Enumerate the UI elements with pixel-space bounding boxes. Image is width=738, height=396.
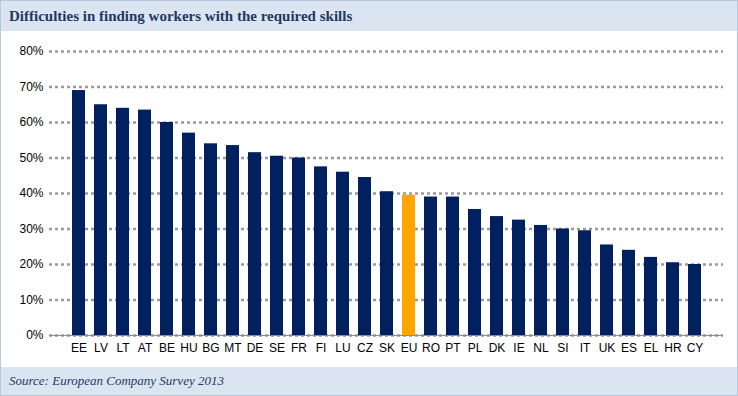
svg-text:LU: LU [335,341,350,355]
svg-text:EL: EL [644,341,659,355]
svg-text:IE: IE [513,341,524,355]
svg-text:BE: BE [159,341,175,355]
svg-text:FR: FR [291,341,307,355]
svg-text:PL: PL [468,341,483,355]
svg-text:40%: 40% [19,186,43,200]
svg-text:50%: 50% [19,151,43,165]
svg-text:SI: SI [557,341,568,355]
svg-text:ES: ES [621,341,637,355]
svg-text:SK: SK [379,341,395,355]
svg-text:CY: CY [687,341,704,355]
svg-text:DK: DK [489,341,506,355]
svg-text:LV: LV [94,341,108,355]
svg-text:CZ: CZ [357,341,373,355]
svg-text:SE: SE [269,341,285,355]
svg-text:20%: 20% [19,257,43,271]
svg-text:UK: UK [599,341,616,355]
svg-text:60%: 60% [19,115,43,129]
svg-text:BG: BG [202,341,219,355]
svg-text:EE: EE [71,341,87,355]
html-text:Difficulties in finding worker: Difficulties in finding workers with the… [9,8,353,24]
svg-text:DE: DE [247,341,264,355]
svg-text:EU: EU [401,341,418,355]
svg-text:PT: PT [445,341,461,355]
svg-text:HR: HR [664,341,682,355]
svg-text:30%: 30% [19,222,43,236]
svg-text:MT: MT [224,341,242,355]
svg-text:HU: HU [180,341,197,355]
svg-text:RO: RO [422,341,440,355]
html-text:Source: European Company Surve: Source: European Company Survey 2013 [9,373,224,388]
svg-text:80%: 80% [19,44,43,58]
svg-text:AT: AT [138,341,153,355]
svg-text:IT: IT [580,341,591,355]
svg-text:0%: 0% [26,328,44,342]
svg-text:10%: 10% [19,293,43,307]
svg-text:FI: FI [316,341,327,355]
svg-text:70%: 70% [19,80,43,94]
svg-text:LT: LT [116,341,130,355]
svg-text:NL: NL [533,341,549,355]
